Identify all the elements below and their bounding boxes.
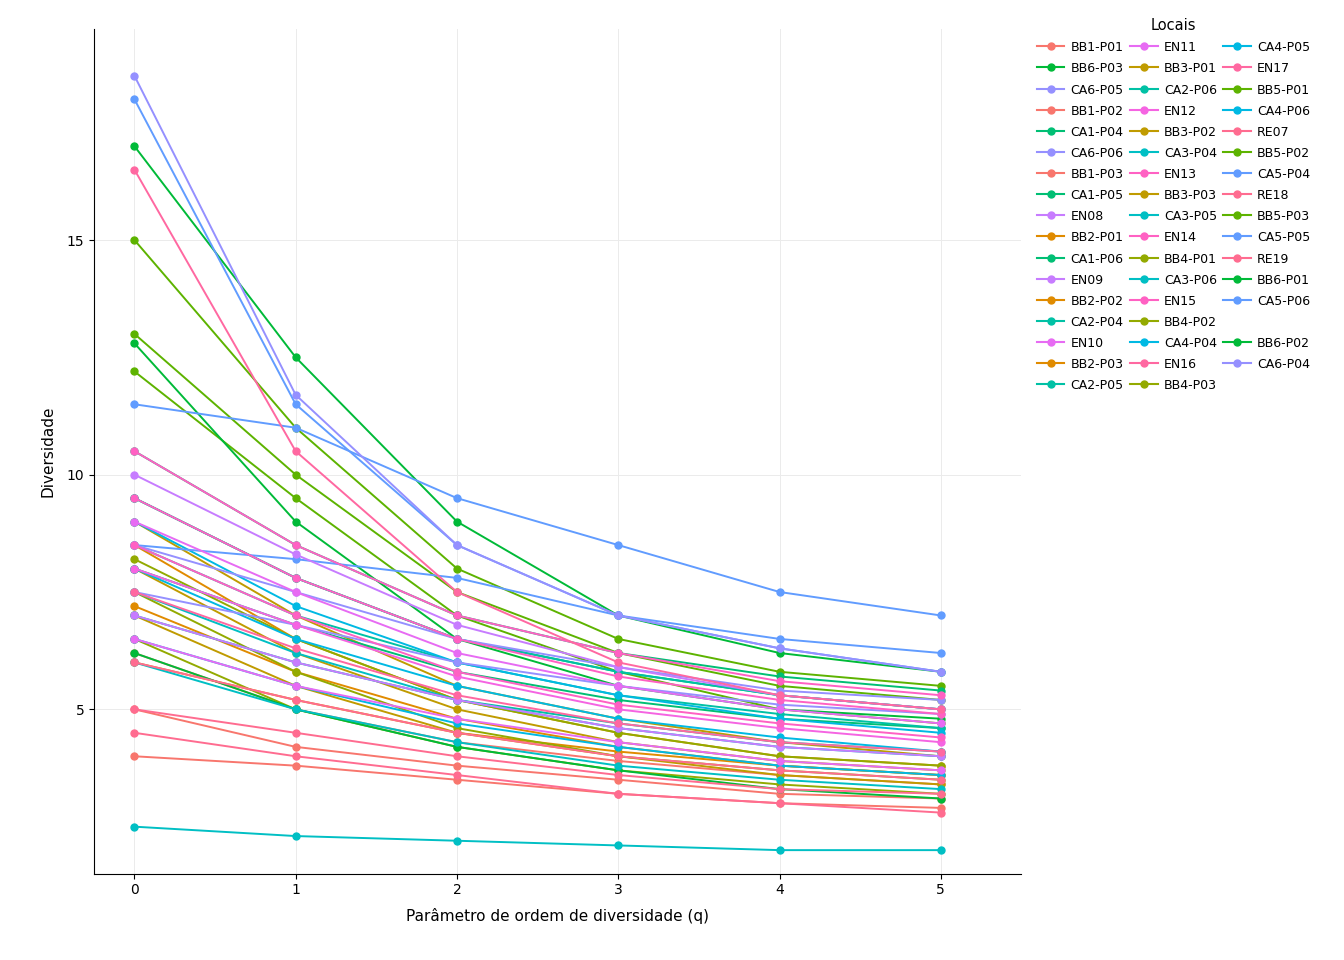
Legend: BB1-P01, BB6-P03, CA6-P05, BB1-P02, CA1-P04, CA6-P06, BB1-P03, CA1-P05, EN08, BB: BB1-P01, BB6-P03, CA6-P05, BB1-P02, CA1-… bbox=[1038, 18, 1310, 393]
Y-axis label: Diversidade: Diversidade bbox=[40, 405, 55, 497]
X-axis label: Parâmetro de ordem de diversidade (q): Parâmetro de ordem de diversidade (q) bbox=[406, 908, 710, 924]
